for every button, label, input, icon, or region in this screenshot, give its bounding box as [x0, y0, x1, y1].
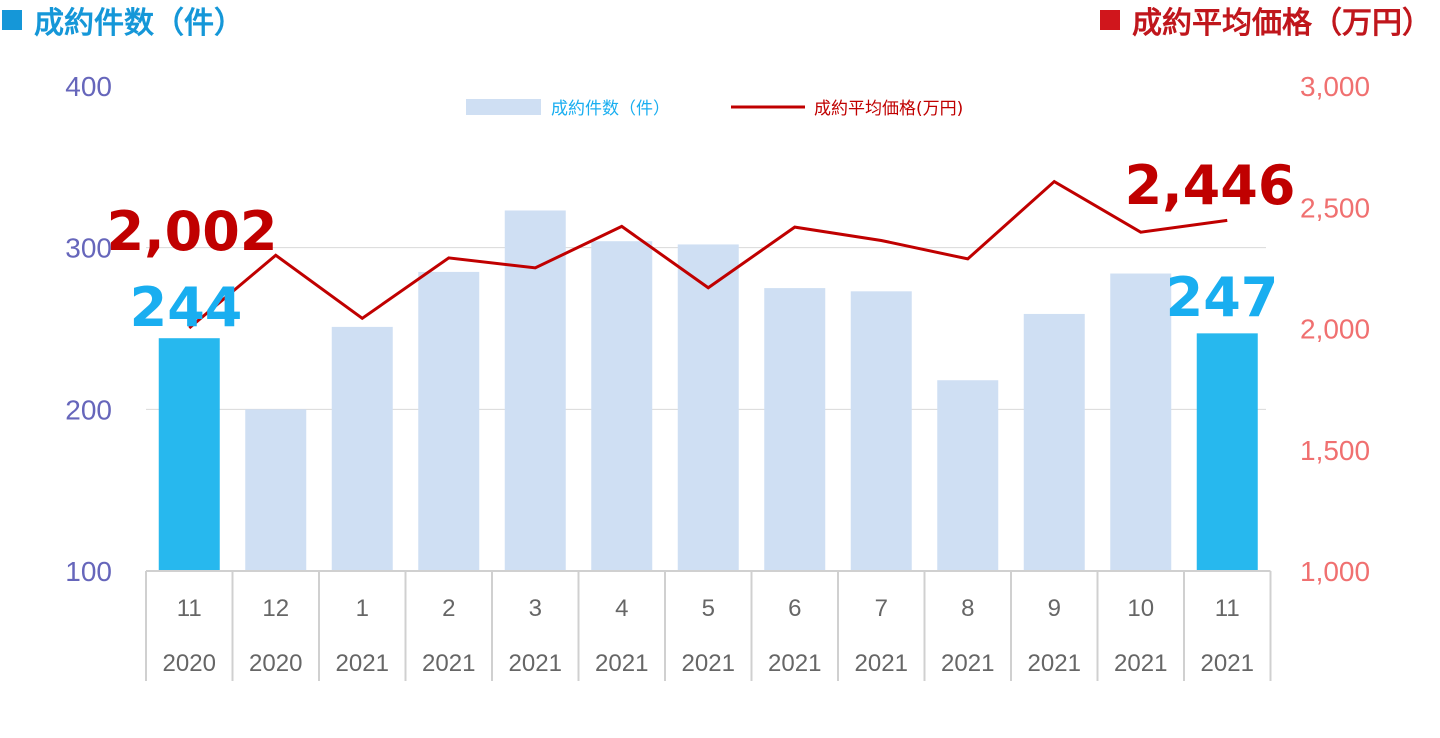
count-data-label: 247: [1166, 266, 1279, 329]
x-tick-year: 2020: [163, 650, 216, 677]
x-tick-month: 5: [702, 595, 715, 622]
x-tick-month: 8: [961, 595, 974, 622]
price-line: [188, 179, 1228, 330]
x-tick-month: 9: [1048, 595, 1061, 622]
x-tick-year: 2021: [941, 650, 994, 677]
x-tick-month: 11: [177, 595, 202, 622]
x-tick-month: 6: [788, 595, 801, 622]
price-data-label: 2,002: [107, 200, 278, 263]
bar: [1023, 313, 1085, 571]
x-tick-month: 1: [356, 595, 369, 622]
bar: [245, 409, 307, 571]
right-axis-title: 成約平均価格（万円）: [1100, 0, 1432, 41]
left-axis-tick-label: 100: [65, 556, 112, 587]
legend-bar-label: 成約件数（件）: [551, 99, 670, 119]
x-tick-month: 12: [262, 595, 289, 622]
x-tick-year: 2021: [1028, 650, 1081, 677]
x-tick-year: 2021: [682, 650, 735, 677]
bar: [158, 338, 220, 571]
right-axis-tick-label: 1,000: [1300, 556, 1370, 587]
x-tick-year: 2021: [855, 650, 908, 677]
x-tick-year: 2021: [509, 650, 562, 677]
x-tick-year: 2021: [1201, 650, 1254, 677]
left-axis-title: 成約件数（件）: [2, 0, 244, 41]
bar: [1110, 273, 1172, 571]
x-tick-month: 7: [875, 595, 888, 622]
x-tick-month: 4: [615, 595, 628, 622]
x-tick-year: 2021: [595, 650, 648, 677]
price-data-label: 2,446: [1125, 154, 1296, 217]
left-axis-title-text: 成約件数（件）: [34, 6, 244, 41]
right-axis-title-text: 成約平均価格（万円）: [1132, 6, 1432, 41]
bar: [591, 241, 653, 571]
x-tick-year: 2020: [249, 650, 302, 677]
x-tick-month: 10: [1127, 595, 1154, 622]
x-tick-year: 2021: [768, 650, 821, 677]
bar: [937, 380, 999, 571]
bar: [1196, 333, 1258, 571]
left-axis-tick-label: 200: [65, 394, 112, 425]
bar: [331, 326, 393, 571]
blue-square-icon: [2, 10, 22, 30]
bar: [764, 288, 826, 571]
bar: [677, 244, 739, 571]
bar: [504, 210, 566, 571]
legend-bar-swatch: [466, 99, 541, 115]
left-axis-tick-label: 300: [65, 233, 112, 264]
left-axis-tick-label: 400: [65, 71, 112, 102]
right-axis-tick-label: 1,500: [1300, 435, 1370, 466]
x-tick-month: 11: [1215, 595, 1240, 622]
right-axis-tick-label: 2,000: [1300, 314, 1370, 345]
bar: [850, 291, 912, 571]
right-axis-tick-label: 3,000: [1300, 71, 1370, 102]
bar: [418, 271, 480, 571]
x-tick-year: 2021: [1114, 650, 1167, 677]
legend-line-label: 成約平均価格(万円): [814, 99, 963, 119]
x-tick-month: 3: [529, 595, 542, 622]
right-axis-tick-label: 2,500: [1300, 192, 1370, 223]
x-tick-year: 2021: [336, 650, 389, 677]
count-data-label: 244: [130, 276, 243, 339]
x-tick-year: 2021: [422, 650, 475, 677]
x-tick-month: 2: [442, 595, 455, 622]
red-square-icon: [1100, 10, 1120, 30]
